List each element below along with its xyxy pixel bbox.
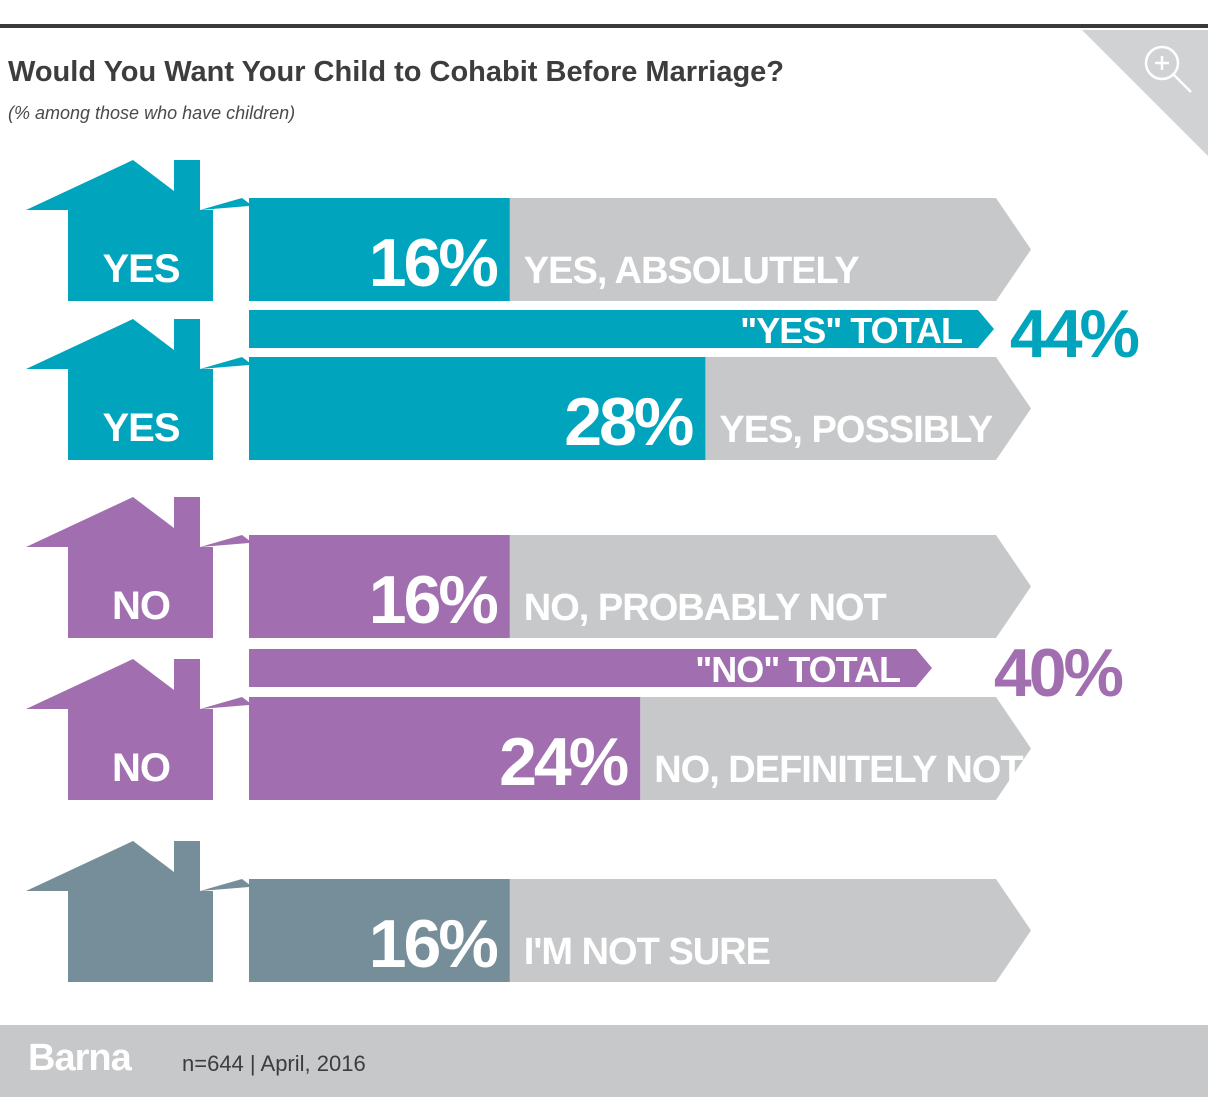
- house-icon: [26, 497, 239, 638]
- bar-category-label: YES, ABSOLUTELY: [524, 250, 859, 292]
- house-icon: [26, 160, 239, 301]
- bar-value-label: 16%: [369, 906, 498, 982]
- magnify-handle: [1173, 74, 1192, 93]
- bar-value-label: 16%: [369, 562, 498, 638]
- house-label: YES: [102, 247, 179, 291]
- bar-value-label: 24%: [499, 724, 628, 800]
- total-bar-label: "YES" TOTAL: [740, 310, 962, 351]
- chart-title: Would You Want Your Child to Cohabit Bef…: [8, 56, 785, 88]
- bar-track: [509, 198, 1031, 301]
- top-rule: [0, 24, 1208, 28]
- house-label: NO: [112, 746, 170, 790]
- total-value-label: 40%: [994, 635, 1123, 711]
- house-icon: [26, 659, 239, 800]
- footer-bar: [0, 1025, 1208, 1097]
- bar-category-label: YES, POSSIBLY: [719, 409, 992, 451]
- bar-value-label: 16%: [369, 225, 498, 301]
- bar-value: [249, 879, 510, 982]
- bar-value: [249, 357, 706, 460]
- chart-subtitle: (% among those who have children): [8, 103, 296, 123]
- house-label: YES: [102, 406, 179, 450]
- bar-value: [249, 697, 641, 800]
- house-icon: [26, 319, 239, 460]
- bar-track: [509, 879, 1031, 982]
- bar-track: [509, 535, 1031, 638]
- total-bar-label: "NO" TOTAL: [695, 649, 900, 690]
- sample-note: n=644 | April, 2016: [182, 1051, 366, 1076]
- bar-track: [705, 357, 1031, 460]
- bar-category-label: I'M NOT SURE: [524, 931, 770, 973]
- bar-value-label: 28%: [564, 384, 693, 460]
- house-icon: [26, 841, 239, 982]
- total-bar: [249, 310, 994, 348]
- bar-value: [249, 198, 510, 301]
- house-label: NO: [112, 584, 170, 628]
- cohabit-chart: 16% YES, ABSOLUTELY YES 28% YES, POSSIBLY YES…: [26, 30, 1208, 982]
- bar-category-label: NO, DEFINITELY NOT: [654, 749, 1023, 791]
- total-bar: [249, 649, 932, 687]
- bar-category-label: NO, PROBABLY NOT: [524, 587, 887, 629]
- magnify-plus-icon: [1144, 45, 1192, 93]
- bar-track: [640, 697, 1031, 800]
- corner-badge: [1082, 30, 1208, 156]
- bar-value: [249, 535, 510, 638]
- brand-logo: Barna: [28, 1037, 132, 1079]
- total-value-label: 44%: [1010, 296, 1139, 372]
- magnify-lens: [1144, 45, 1180, 81]
